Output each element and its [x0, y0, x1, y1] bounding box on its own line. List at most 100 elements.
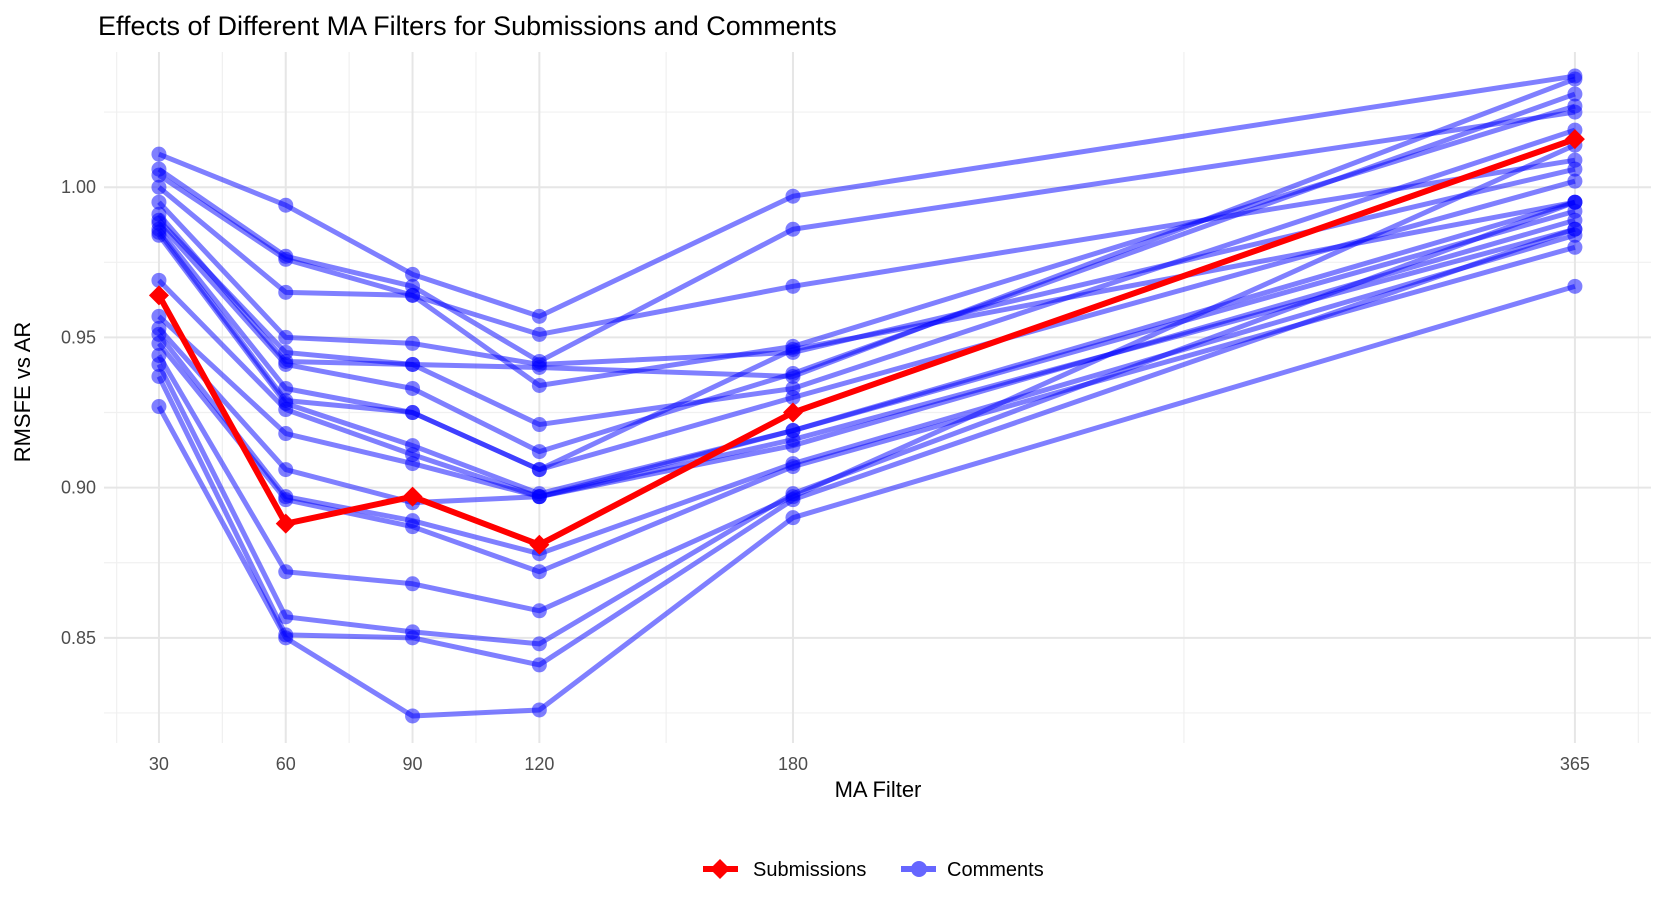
y-tick-label: 0.85 — [61, 628, 96, 648]
comments-data-point — [531, 702, 547, 718]
comments-data-point — [531, 603, 547, 619]
comments-data-point — [151, 399, 167, 415]
comments-data-point — [531, 308, 547, 324]
comments-data-point — [278, 426, 294, 442]
comments-data-point — [405, 630, 421, 646]
comments-data-point — [278, 492, 294, 508]
comments-data-point — [785, 390, 801, 405]
comments-data-point — [785, 365, 801, 381]
legend-submissions-diamond-icon — [710, 859, 730, 879]
comments-data-point — [151, 368, 167, 384]
comments-data-point — [405, 335, 421, 351]
comments-series — [151, 68, 1583, 724]
comments-series-line — [156, 232, 1576, 557]
comments-series-line — [157, 217, 1576, 500]
comments-data-point — [405, 266, 421, 282]
comments-data-point — [278, 197, 294, 213]
comments-data-point — [151, 335, 167, 351]
comments-data-point — [278, 609, 294, 625]
comments-data-point — [785, 432, 801, 448]
comments-data-point — [531, 564, 547, 580]
legend-item-submissions: Submissions — [703, 859, 866, 881]
comments-data-point — [151, 272, 167, 288]
comments-data-point — [278, 630, 294, 646]
comments-data-point — [151, 146, 167, 162]
y-tick-label: 1.00 — [61, 177, 96, 197]
comments-data-point — [278, 356, 294, 372]
comments-data-point — [405, 456, 421, 472]
comments-data-point — [151, 356, 167, 372]
comments-data-point — [151, 227, 167, 243]
x-axis-label: MA Filter — [835, 777, 922, 802]
comments-series-line — [156, 199, 1576, 647]
comments-data-point — [405, 519, 421, 535]
comments-series-line — [157, 76, 1576, 379]
comments-data-point — [405, 287, 421, 303]
legend-submissions-label: Submissions — [753, 859, 866, 881]
y-axis-label: RMSFE vs AR — [10, 322, 35, 463]
comments-data-point — [1567, 71, 1583, 87]
y-tick-label: 0.90 — [61, 478, 96, 498]
comments-data-point — [785, 492, 801, 508]
comments-series-line — [157, 103, 1576, 388]
submissions-data-point — [275, 513, 296, 534]
comments-series-line — [157, 109, 1576, 364]
comments-data-point — [1567, 173, 1583, 189]
comments-data-point — [1567, 86, 1583, 102]
legend-item-comments: Comments — [901, 859, 1044, 881]
comments-data-point — [278, 564, 294, 580]
comments-data-point — [785, 278, 801, 294]
comments-data-point — [785, 188, 801, 204]
comments-data-point — [531, 377, 547, 393]
comments-data-point — [151, 167, 167, 183]
comments-data-point — [278, 344, 294, 360]
comments-data-point — [278, 284, 294, 300]
comments-data-point — [278, 462, 294, 478]
comments-data-point — [1567, 161, 1583, 177]
comments-series-line — [157, 166, 1576, 367]
comments-data-point — [785, 510, 801, 526]
legend: Submissions Comments — [703, 859, 1044, 881]
comments-data-point — [405, 576, 421, 592]
comments-series-line — [157, 244, 1576, 575]
submissions-data-point — [1564, 129, 1585, 150]
comments-data-point — [278, 380, 294, 396]
comments-data-point — [278, 329, 294, 345]
comments-data-point — [1567, 278, 1583, 294]
comments-data-point — [785, 221, 801, 237]
x-tick-label: 365 — [1560, 754, 1590, 774]
legend-comments-dot-icon — [911, 861, 927, 877]
comments-series-line — [157, 157, 1576, 337]
x-tick-label: 60 — [276, 754, 296, 774]
comments-data-point — [785, 459, 801, 475]
comments-data-point — [531, 417, 547, 433]
x-axis-tick-labels: 30 60 90 120 180 365 — [149, 754, 1590, 774]
comments-data-point — [785, 341, 801, 357]
submissions-data-point — [402, 486, 423, 507]
y-tick-label: 0.95 — [61, 327, 96, 347]
submissions-data-point — [148, 285, 169, 306]
x-tick-label: 30 — [149, 754, 169, 774]
comments-series-line — [157, 127, 1576, 428]
submissions-series-line — [156, 136, 1576, 548]
comments-data-point — [151, 308, 167, 324]
x-tick-label: 180 — [778, 754, 808, 774]
comments-data-point — [531, 359, 547, 375]
comments-data-point — [531, 462, 547, 478]
submissions-data-point — [529, 534, 550, 555]
comments-series-line — [158, 73, 1576, 319]
comments-data-point — [405, 356, 421, 372]
comments-data-point — [405, 380, 421, 396]
legend-comments-label: Comments — [947, 859, 1044, 881]
comments-data-point — [1567, 239, 1583, 255]
comments-data-point — [1567, 98, 1583, 114]
y-axis-tick-labels: 0.85 0.90 0.95 1.00 — [61, 177, 96, 648]
comments-series-line — [156, 283, 1576, 719]
comments-data-point — [1567, 194, 1583, 210]
comments-data-point — [531, 489, 547, 505]
comments-data-point — [1567, 221, 1583, 237]
submissions-series — [148, 129, 1585, 555]
comments-data-point — [278, 251, 294, 267]
